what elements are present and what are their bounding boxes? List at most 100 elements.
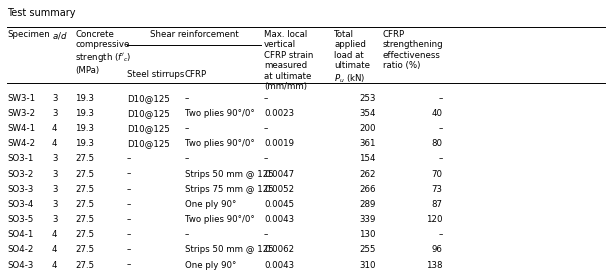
Text: 0.0052: 0.0052 (264, 185, 294, 194)
Text: –: – (127, 215, 131, 224)
Text: CFRP: CFRP (185, 70, 207, 79)
Text: 27.5: 27.5 (75, 170, 94, 178)
Text: SW3-1: SW3-1 (7, 94, 35, 103)
Text: –: – (127, 230, 131, 239)
Text: –: – (264, 94, 268, 103)
Text: SW4-2: SW4-2 (7, 139, 35, 148)
Text: 120: 120 (426, 215, 442, 224)
Text: Total
applied
load at
ultimate
$P_u$ (kN): Total applied load at ultimate $P_u$ (kN… (334, 30, 370, 85)
Text: D10@125: D10@125 (127, 109, 170, 118)
Text: 27.5: 27.5 (75, 261, 94, 269)
Text: Concrete
compressive
strength ($f'_c$)
(MPa): Concrete compressive strength ($f'_c$) (… (75, 30, 132, 75)
Text: –: – (185, 154, 189, 163)
Text: 3: 3 (52, 200, 58, 209)
Text: –: – (264, 154, 268, 163)
Text: –: – (438, 94, 442, 103)
Text: SO3-3: SO3-3 (7, 185, 34, 194)
Text: –: – (438, 154, 442, 163)
Text: Two plies 90°/0°: Two plies 90°/0° (185, 215, 255, 224)
Text: 40: 40 (431, 109, 442, 118)
Text: Max. local
vertical
CFRP strain
measured
at ultimate
(mm/mm): Max. local vertical CFRP strain measured… (264, 30, 313, 91)
Text: Shear reinforcement: Shear reinforcement (149, 30, 238, 39)
Text: Two plies 90°/0°: Two plies 90°/0° (185, 109, 255, 118)
Text: –: – (127, 200, 131, 209)
Text: SW3-2: SW3-2 (7, 109, 35, 118)
Text: 4: 4 (52, 124, 58, 133)
Text: –: – (438, 124, 442, 133)
Text: 27.5: 27.5 (75, 230, 94, 239)
Text: 80: 80 (431, 139, 442, 148)
Text: One ply 90°: One ply 90° (185, 261, 236, 269)
Text: 96: 96 (431, 245, 442, 254)
Text: SO4-1: SO4-1 (7, 230, 34, 239)
Text: 27.5: 27.5 (75, 215, 94, 224)
Text: 200: 200 (359, 124, 375, 133)
Text: 0.0043: 0.0043 (264, 215, 294, 224)
Text: 130: 130 (359, 230, 375, 239)
Text: –: – (185, 230, 189, 239)
Text: D10@125: D10@125 (127, 124, 170, 133)
Text: 0.0043: 0.0043 (264, 261, 294, 269)
Text: 19.3: 19.3 (75, 124, 94, 133)
Text: 361: 361 (359, 139, 375, 148)
Text: 266: 266 (359, 185, 375, 194)
Text: SO3-4: SO3-4 (7, 200, 34, 209)
Text: 27.5: 27.5 (75, 200, 94, 209)
Text: Strips 50 mm @ 125: Strips 50 mm @ 125 (185, 245, 274, 254)
Text: 19.3: 19.3 (75, 139, 94, 148)
Text: Steel stirrups: Steel stirrups (127, 70, 184, 79)
Text: 3: 3 (52, 170, 58, 178)
Text: 19.3: 19.3 (75, 109, 94, 118)
Text: Test summary: Test summary (7, 8, 76, 18)
Text: 0.0047: 0.0047 (264, 170, 294, 178)
Text: 3: 3 (52, 109, 58, 118)
Text: 310: 310 (359, 261, 375, 269)
Text: 0.0019: 0.0019 (264, 139, 294, 148)
Text: SO3-5: SO3-5 (7, 215, 34, 224)
Text: 73: 73 (431, 185, 442, 194)
Text: 4: 4 (52, 139, 58, 148)
Text: 70: 70 (431, 170, 442, 178)
Text: SO4-3: SO4-3 (7, 261, 34, 269)
Text: Two plies 90°/0°: Two plies 90°/0° (185, 139, 255, 148)
Text: 27.5: 27.5 (75, 154, 94, 163)
Text: 3: 3 (52, 185, 58, 194)
Text: 19.3: 19.3 (75, 94, 94, 103)
Text: 154: 154 (359, 154, 375, 163)
Text: SO3-2: SO3-2 (7, 170, 34, 178)
Text: –: – (438, 230, 442, 239)
Text: 0.0062: 0.0062 (264, 245, 294, 254)
Text: –: – (127, 245, 131, 254)
Text: 354: 354 (359, 109, 375, 118)
Text: 87: 87 (431, 200, 442, 209)
Text: 0.0045: 0.0045 (264, 200, 294, 209)
Text: 3: 3 (52, 215, 58, 224)
Text: SO4-2: SO4-2 (7, 245, 34, 254)
Text: –: – (185, 124, 189, 133)
Text: 339: 339 (359, 215, 375, 224)
Text: –: – (127, 154, 131, 163)
Text: 262: 262 (359, 170, 375, 178)
Text: SW4-1: SW4-1 (7, 124, 35, 133)
Text: 289: 289 (359, 200, 375, 209)
Text: $a/d$: $a/d$ (52, 30, 68, 41)
Text: 4: 4 (52, 245, 58, 254)
Text: Strips 75 mm @ 125: Strips 75 mm @ 125 (185, 185, 274, 194)
Text: 4: 4 (52, 230, 58, 239)
Text: Specimen: Specimen (7, 30, 50, 39)
Text: –: – (127, 261, 131, 269)
Text: –: – (264, 124, 268, 133)
Text: CFRP
strengthening
effectiveness
ratio (%): CFRP strengthening effectiveness ratio (… (382, 30, 443, 70)
Text: –: – (185, 94, 189, 103)
Text: 27.5: 27.5 (75, 185, 94, 194)
Text: SO3-1: SO3-1 (7, 154, 34, 163)
Text: –: – (127, 185, 131, 194)
Text: 255: 255 (359, 245, 375, 254)
Text: 4: 4 (52, 261, 58, 269)
Text: D10@125: D10@125 (127, 139, 170, 148)
Text: Strips 50 mm @ 125: Strips 50 mm @ 125 (185, 170, 274, 178)
Text: 27.5: 27.5 (75, 245, 94, 254)
Text: 3: 3 (52, 154, 58, 163)
Text: –: – (264, 230, 268, 239)
Text: 0.0023: 0.0023 (264, 109, 294, 118)
